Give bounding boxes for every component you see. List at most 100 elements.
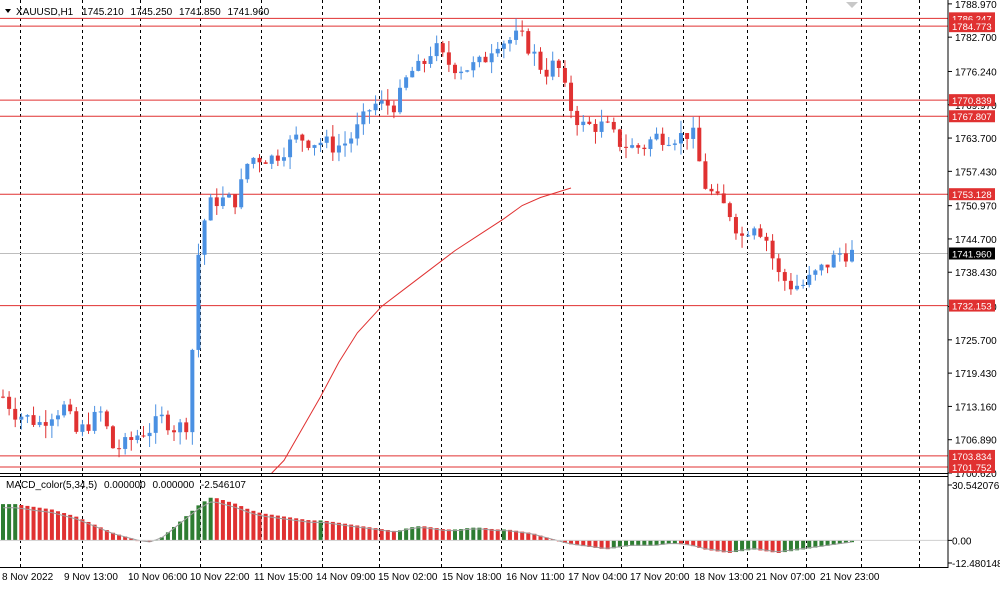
candle bbox=[19, 413, 24, 430]
symbol-dropdown-icon[interactable] bbox=[5, 9, 11, 13]
macd-bar bbox=[685, 540, 690, 546]
candle bbox=[837, 247, 842, 262]
time-label: 8 Nov 2022 bbox=[2, 572, 54, 583]
candle bbox=[288, 135, 293, 170]
macd-bar bbox=[538, 535, 543, 541]
candle bbox=[330, 125, 335, 161]
macd-bar bbox=[514, 530, 519, 541]
candle bbox=[13, 397, 18, 428]
macd-bar bbox=[202, 501, 207, 541]
price-tick-label: 1744.700 bbox=[955, 235, 997, 246]
candle bbox=[343, 131, 348, 157]
horizontal-levels bbox=[0, 17, 948, 468]
macd-bar bbox=[752, 540, 757, 550]
candlestick-series bbox=[1, 18, 854, 458]
macd-bar bbox=[172, 526, 177, 541]
candle bbox=[159, 406, 164, 424]
macd-bar bbox=[660, 540, 665, 545]
level-label: 1701.752 bbox=[952, 463, 992, 474]
candle bbox=[153, 404, 158, 444]
macd-bar bbox=[654, 540, 659, 546]
macd-bar bbox=[25, 505, 30, 541]
candle bbox=[605, 115, 610, 124]
candle bbox=[544, 58, 549, 85]
macd-bar bbox=[440, 529, 445, 541]
candle bbox=[336, 133, 341, 162]
candle bbox=[110, 425, 115, 449]
candle bbox=[25, 414, 30, 424]
price-axis: 1788.970 1782.700 1776.240 1769.970 1763.700… bbox=[948, 0, 997, 480]
candle bbox=[642, 144, 647, 156]
macd-bar bbox=[520, 531, 525, 541]
ohlc-header: XAUUSD,H1 1745.210 1745.250 1741.850 174… bbox=[16, 7, 270, 18]
macd-bar bbox=[422, 526, 427, 541]
candle bbox=[520, 20, 525, 37]
macd-bar bbox=[74, 516, 79, 541]
collapse-chevron-icon[interactable] bbox=[846, 2, 858, 8]
macd-bar bbox=[263, 513, 268, 541]
candle bbox=[202, 218, 207, 265]
candle bbox=[391, 100, 396, 119]
macd-bar bbox=[465, 528, 470, 541]
candle bbox=[385, 89, 390, 115]
candle bbox=[562, 60, 567, 87]
macd-bar bbox=[68, 514, 73, 541]
candle bbox=[208, 193, 213, 221]
time-label: 16 Nov 11:00 bbox=[506, 572, 565, 583]
current-price-tag bbox=[949, 247, 995, 260]
macd-bar bbox=[581, 540, 586, 547]
time-label: 10 Nov 22:00 bbox=[190, 572, 250, 583]
candle bbox=[489, 44, 494, 74]
macd-bar bbox=[1, 504, 5, 541]
candle bbox=[31, 406, 36, 427]
candle bbox=[245, 163, 250, 183]
level-label-bg bbox=[949, 110, 995, 123]
macd-name: MACD_color(5,34,5) bbox=[6, 480, 97, 491]
macd-bar bbox=[19, 504, 24, 541]
candle bbox=[831, 250, 836, 268]
macd-bar bbox=[715, 540, 720, 552]
macd-bar bbox=[642, 540, 647, 546]
candle bbox=[251, 157, 256, 169]
price-tick-label: 1700.620 bbox=[955, 469, 997, 480]
price-tick-label: 1763.700 bbox=[955, 134, 997, 145]
macd-bar bbox=[226, 501, 231, 541]
macd-bar bbox=[147, 540, 152, 543]
price-tick-label: 1713.160 bbox=[955, 402, 997, 413]
time-label: 15 Nov 18:00 bbox=[442, 572, 502, 583]
macd-bar bbox=[86, 521, 91, 541]
time-label: 21 Nov 07:00 bbox=[756, 572, 816, 583]
candle bbox=[398, 79, 403, 115]
macd-bar bbox=[746, 540, 751, 551]
time-label: 15 Nov 02:00 bbox=[378, 572, 438, 583]
candle bbox=[92, 405, 97, 434]
time-label: 18 Nov 13:00 bbox=[694, 572, 754, 583]
candle bbox=[275, 149, 280, 167]
time-label: 9 Nov 13:00 bbox=[64, 572, 118, 583]
macd-bar bbox=[617, 540, 622, 548]
candle bbox=[404, 75, 409, 91]
level-label: 1732.153 bbox=[952, 302, 992, 313]
macd-bar bbox=[49, 509, 54, 541]
macd-bar bbox=[251, 510, 256, 541]
candle bbox=[196, 243, 201, 358]
macd-bar bbox=[410, 527, 415, 541]
price-tick-label: 1725.700 bbox=[955, 336, 997, 347]
candle bbox=[184, 417, 189, 440]
macd-bar bbox=[343, 523, 348, 541]
macd-bar bbox=[813, 540, 818, 548]
macd-bar bbox=[159, 537, 164, 541]
macd-bar bbox=[62, 513, 67, 541]
candle bbox=[86, 412, 91, 434]
macd-bar bbox=[593, 540, 598, 548]
candle bbox=[440, 40, 445, 57]
candle bbox=[477, 55, 482, 68]
macd-bar bbox=[648, 540, 653, 546]
macd-header: MACD_color(5,34,5) 0.000000 0.000000 -2.… bbox=[6, 480, 246, 491]
price-tick-label: 1757.430 bbox=[955, 167, 997, 178]
candle bbox=[569, 75, 574, 119]
macd-bar bbox=[837, 540, 842, 544]
candle bbox=[422, 58, 427, 73]
